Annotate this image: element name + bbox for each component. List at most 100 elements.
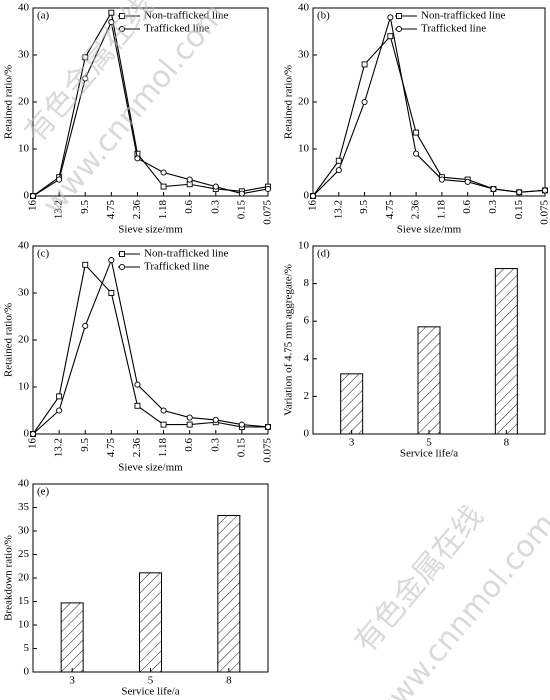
marker — [413, 129, 420, 136]
panel-label: (e) — [37, 486, 50, 498]
marker — [108, 9, 115, 16]
marker — [335, 157, 342, 164]
y-tick-label: 40 — [18, 240, 30, 252]
marker — [264, 423, 272, 431]
bar — [60, 602, 84, 673]
y-tick-label: 20 — [18, 334, 30, 346]
y-tick-label: 20 — [18, 96, 30, 108]
legend-label: Trafficked line — [144, 23, 209, 35]
y-tick-label: 10 — [298, 143, 310, 155]
series-line — [312, 35, 546, 197]
marker — [160, 183, 167, 190]
marker — [186, 176, 193, 183]
x-tick-label: 4.75 — [105, 200, 117, 220]
x-tick-label: 16 — [307, 200, 319, 212]
y-tick-label: 6 — [304, 315, 310, 327]
marker — [134, 155, 141, 162]
marker — [134, 381, 141, 388]
marker — [464, 178, 471, 185]
x-tick-label: 5 — [426, 437, 432, 449]
x-tick-label: 13.2 — [53, 200, 65, 219]
x-tick-label: 0.6 — [183, 438, 195, 452]
x-tick-label: 9.5 — [358, 200, 370, 214]
y-tick-label: 30 — [18, 49, 30, 61]
series-line — [312, 17, 546, 197]
panel: 0 2 4 6 8 10 (d) Variation of 4.75 mm aggregate… — [283, 240, 546, 460]
y-tick-label: 0 — [24, 190, 30, 202]
y-tick-label: 40 — [18, 478, 30, 490]
x-tick-label: 0.6 — [461, 200, 473, 214]
x-axis-label: Sieve size/mm — [118, 224, 183, 236]
x-tick-label: 16 — [27, 438, 39, 450]
marker — [186, 421, 193, 428]
y-tick-label: 5 — [24, 642, 30, 654]
y-tick-label: 35 — [18, 501, 30, 513]
y-tick-label: 30 — [18, 525, 30, 537]
marker — [56, 176, 63, 183]
y-tick-label: 10 — [18, 619, 30, 631]
bar — [139, 572, 162, 673]
marker — [438, 176, 445, 183]
panel: 0 10 20 30 40 (c) Retained ratio/% 16 13.2 9.5 4.7… — [3, 240, 274, 474]
marker — [119, 13, 125, 19]
marker — [118, 25, 126, 33]
x-tick-label: 0.6 — [183, 200, 195, 214]
marker — [134, 402, 141, 409]
marker — [335, 167, 342, 174]
x-tick-label: 13.2 — [332, 200, 344, 219]
marker — [108, 290, 115, 296]
y-tick-label: 0 — [304, 428, 310, 440]
marker — [82, 322, 89, 329]
bar — [340, 373, 364, 435]
series-line — [32, 263, 268, 435]
x-tick-label: 0.15 — [235, 438, 247, 458]
y-tick-label: 20 — [18, 572, 30, 584]
marker — [119, 251, 125, 257]
legend-label: Trafficked line — [421, 23, 486, 35]
y-tick-label: 2 — [304, 390, 310, 402]
marker — [516, 189, 523, 196]
y-tick-label: 10 — [298, 240, 310, 252]
y-axis-label: Variation of 4.75 mm aggregate/% — [283, 264, 295, 416]
x-tick-label: 1.18 — [157, 438, 169, 458]
bar — [217, 514, 241, 673]
marker — [108, 257, 115, 264]
y-tick-label: 30 — [298, 49, 310, 61]
y-tick-label: 30 — [18, 287, 30, 299]
y-tick-label: 10 — [18, 143, 30, 155]
marker — [490, 185, 497, 192]
x-tick-label: 0.15 — [235, 200, 247, 220]
y-tick-label: 10 — [18, 381, 30, 393]
marker — [413, 150, 420, 157]
bar — [494, 268, 518, 435]
marker — [264, 185, 272, 192]
marker — [56, 393, 63, 400]
marker — [118, 263, 126, 271]
x-tick-label: 0.3 — [209, 200, 221, 214]
x-tick-label: 0.3 — [487, 200, 499, 214]
marker — [212, 183, 219, 190]
legend-label: Non-trafficked line — [144, 248, 229, 260]
x-tick-label: 16 — [27, 200, 39, 212]
marker — [395, 25, 403, 33]
x-tick-label: 0.15 — [513, 200, 525, 220]
marker — [186, 414, 193, 421]
series-line — [32, 20, 269, 197]
y-tick-label: 0 — [24, 666, 30, 678]
y-tick-label: 40 — [18, 2, 30, 14]
marker — [361, 61, 368, 68]
marker — [29, 192, 37, 200]
marker — [160, 407, 167, 414]
x-tick-label: 9.5 — [79, 200, 91, 214]
marker — [361, 98, 368, 106]
y-tick-label: 15 — [18, 595, 30, 607]
x-axis-label: Service life/a — [400, 448, 458, 460]
x-tick-label: 4.75 — [105, 438, 117, 458]
panel-label: (b) — [317, 10, 330, 22]
x-tick-label: 8 — [226, 675, 232, 687]
marker — [82, 75, 89, 82]
y-axis-label: Retained ratio/% — [3, 303, 15, 377]
y-tick-label: 4 — [304, 352, 310, 364]
